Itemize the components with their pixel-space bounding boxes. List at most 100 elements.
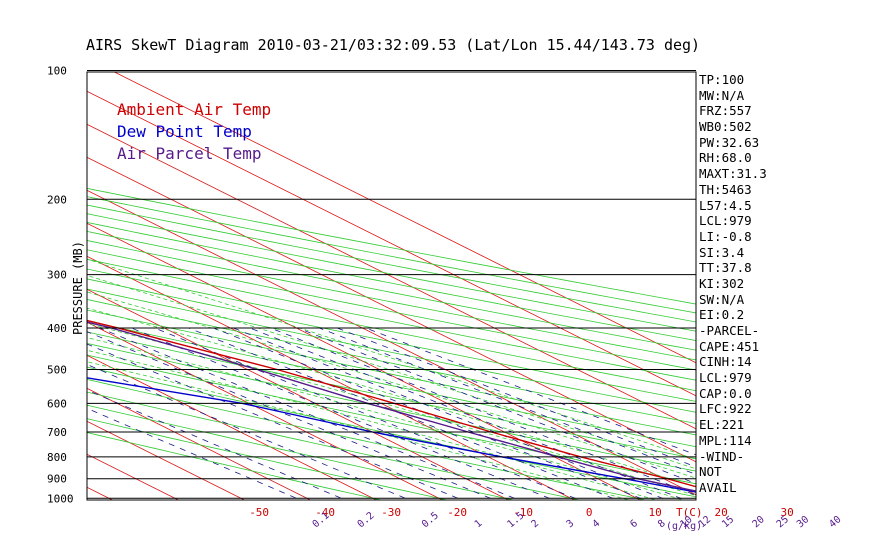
chart-title: AIRS SkewT Diagram 2010-03-21/03:32:09.5… xyxy=(86,36,701,54)
bottom-temp-tick-label: 10 xyxy=(649,506,662,519)
stats-item: FRZ:557 xyxy=(699,103,752,119)
pressure-tick-label: 700 xyxy=(47,426,67,439)
moist-adiabat xyxy=(87,307,696,488)
mixing-ratio-tick-label: 1 xyxy=(473,518,485,530)
mixing-ratio-line xyxy=(337,327,696,468)
dry-adiabat xyxy=(87,240,696,361)
bottom-temp-tick-label: -40 xyxy=(315,506,335,519)
isotherm-line xyxy=(0,71,61,508)
stats-item: TH:5463 xyxy=(699,181,752,197)
dry-adiabat xyxy=(87,391,582,500)
dry-adiabat xyxy=(87,331,696,460)
bottom-temp-tick-label: 30 xyxy=(781,506,794,519)
isotherm-line xyxy=(87,420,246,500)
mixing-ratio-line xyxy=(319,327,696,475)
isotherm-line xyxy=(87,288,510,500)
series-line-2 xyxy=(87,321,696,492)
isotherm-line xyxy=(87,222,642,500)
mixing-ratio-tick-label: 3 xyxy=(565,518,577,530)
pressure-tick-label: 500 xyxy=(47,364,67,377)
temp-unit-label: T(C) xyxy=(676,506,703,519)
pressure-tick-label: 400 xyxy=(47,322,67,335)
stats-item: TT:37.8 xyxy=(699,260,752,276)
stats-item: WB0:502 xyxy=(699,119,752,135)
mixing-ratio-line xyxy=(87,364,411,500)
dry-adiabat xyxy=(87,204,696,323)
dry-adiabat xyxy=(87,432,383,500)
isotherm-line xyxy=(87,354,378,500)
isotherm-line xyxy=(87,90,696,397)
stats-item: LFC:922 xyxy=(699,401,752,417)
mixing-ratio-tick-label: 0.5 xyxy=(420,510,441,530)
stats-panel: TP:100 MW:N/A FRZ:557 WB0:502 PW:32.63 RH:68.… xyxy=(699,72,767,496)
stats-item: AVAIL xyxy=(699,479,737,495)
mixing-ratio-tick-label: 40 xyxy=(827,514,843,530)
legend-dew-point-temp: Dew Point Temp xyxy=(117,122,252,141)
stats-item: SI:3.4 xyxy=(699,244,745,260)
pressure-tick-label: 300 xyxy=(47,269,67,282)
legend-air-parcel-temp: Air Parcel Temp xyxy=(117,144,262,163)
mixing-ratio-line xyxy=(87,343,464,500)
dry-adiabat xyxy=(87,309,696,436)
stats-item: PW:32.63 xyxy=(699,134,760,150)
dry-adiabat xyxy=(87,213,696,332)
bottom-temp-tick-label: -50 xyxy=(249,506,269,519)
y-axis-label: PRESSURE (MB) xyxy=(71,241,85,335)
mixing-ratio-line xyxy=(213,327,646,500)
mixing-ratio-tick-label: 8 xyxy=(656,518,668,530)
dry-adiabat xyxy=(87,221,696,342)
dry-adiabat xyxy=(87,278,696,402)
mixing-ratio-line xyxy=(99,327,520,500)
stats-item: LI:-0.8 xyxy=(699,228,752,244)
dry-adiabat xyxy=(87,288,696,413)
isotherm-line xyxy=(87,486,114,500)
stats-item: -PARCEL- xyxy=(699,323,760,338)
dry-adiabat xyxy=(87,187,696,305)
mixing-ratio-tick-label: 30 xyxy=(795,514,811,530)
stats-item: MW:N/A xyxy=(699,87,745,103)
stats-item: CAP:0.0 xyxy=(699,385,752,401)
bottom-temp-tick-label: -20 xyxy=(447,506,467,519)
pressure-tick-label: 200 xyxy=(47,193,67,206)
mixing-ratio-line xyxy=(297,327,696,484)
legend-ambient-air-temp: Ambient Air Temp xyxy=(117,100,272,119)
stats-item: KI:302 xyxy=(699,275,745,291)
stats-item: MPL:114 xyxy=(699,432,752,448)
mixing-ratio-line xyxy=(154,327,581,500)
moist-adiabat xyxy=(87,323,696,497)
mixing-ratio-line xyxy=(87,331,496,500)
mixing-ratio-line xyxy=(270,327,696,496)
moist-adiabat xyxy=(87,349,658,500)
stats-item: -WIND- xyxy=(699,448,745,464)
dry-adiabat xyxy=(87,320,696,448)
moist-adiabat xyxy=(87,291,696,479)
dry-adiabat xyxy=(87,342,696,472)
mixing-ratio-tick-label: 20 xyxy=(751,514,767,530)
pressure-tick-label: 900 xyxy=(47,473,67,486)
mixing-ratio-line xyxy=(188,327,619,500)
bottom-temp-tick-label: -30 xyxy=(381,506,401,519)
stats-item: CINH:14 xyxy=(699,354,752,370)
mixing-ratio-line xyxy=(87,407,302,500)
stats-item: EL:221 xyxy=(699,417,745,433)
dry-adiabat xyxy=(87,196,696,314)
mixing-ratio-unit-label: (g/kg) xyxy=(666,521,702,532)
bottom-temp-tick-label: 20 xyxy=(715,506,728,519)
isotherm-line xyxy=(87,387,312,500)
plot-area xyxy=(0,71,696,508)
bottom-temp-tick-label: -10 xyxy=(513,506,533,519)
isotherm-line xyxy=(113,72,696,364)
dry-adiabat xyxy=(87,230,696,351)
mixing-ratio-tick-label: 0.2 xyxy=(356,510,377,530)
moist-adiabat xyxy=(87,361,631,500)
series-line-0 xyxy=(87,319,696,488)
stats-item: TP:100 xyxy=(699,72,745,87)
pressure-tick-label: 100 xyxy=(47,65,67,78)
moist-adiabat xyxy=(87,337,685,500)
stats-item: RH:68.0 xyxy=(699,150,752,166)
stats-item: LCL:979 xyxy=(699,213,752,229)
stats-item: SW:N/A xyxy=(699,291,745,307)
mixing-ratio-line xyxy=(365,327,696,456)
mixing-ratio-tick-label: 2 xyxy=(529,518,541,530)
